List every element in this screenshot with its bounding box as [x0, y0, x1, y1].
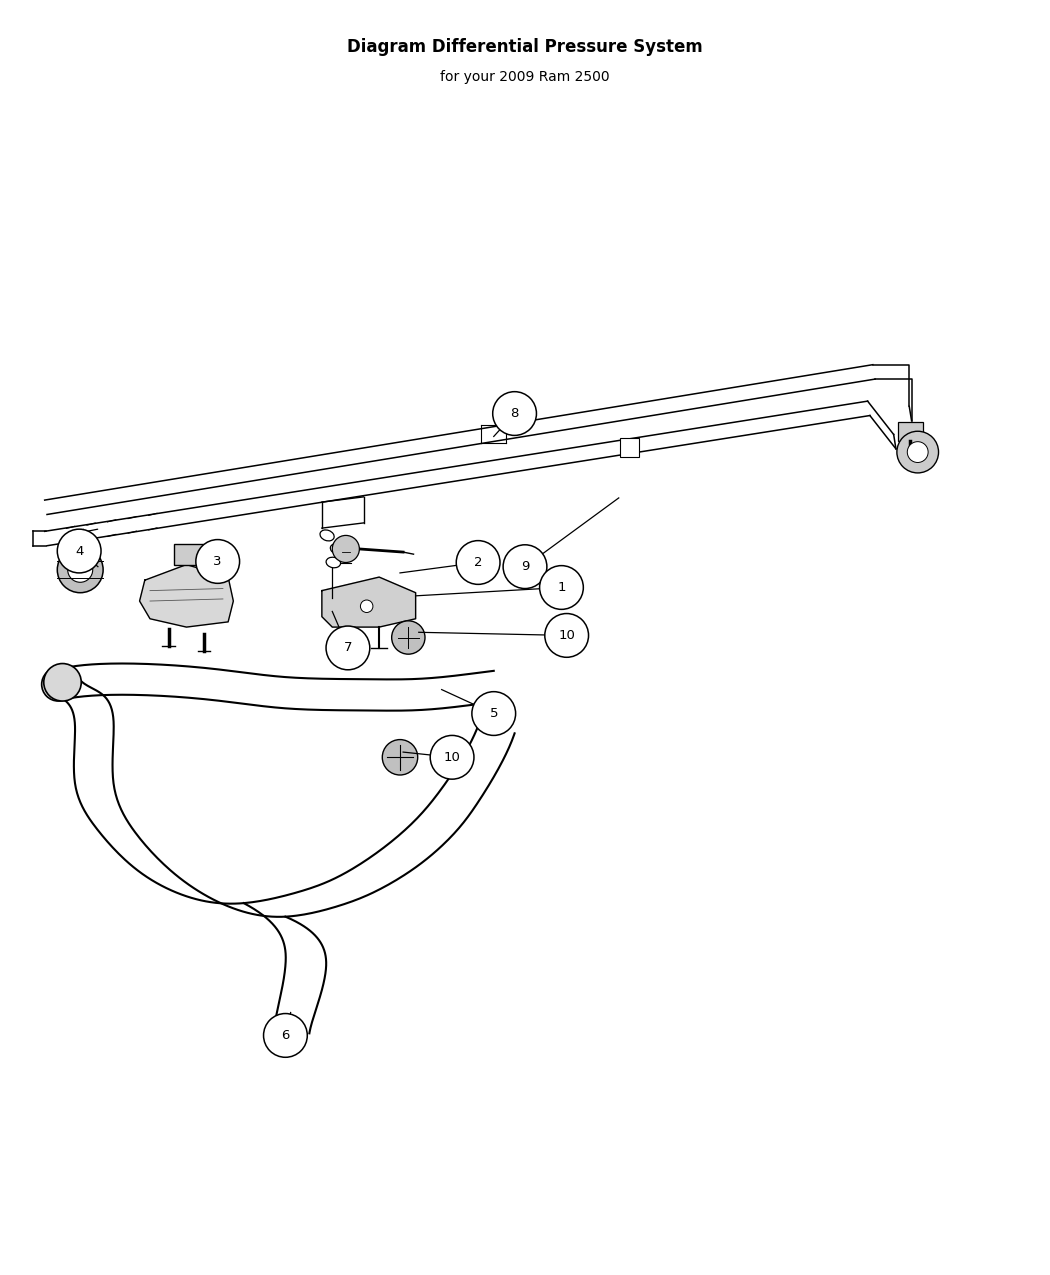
- Text: Diagram Differential Pressure System: Diagram Differential Pressure System: [348, 38, 702, 56]
- Circle shape: [58, 547, 103, 593]
- Text: 3: 3: [213, 555, 222, 567]
- Circle shape: [332, 536, 359, 562]
- Ellipse shape: [320, 530, 334, 541]
- Text: for your 2009 Ram 2500: for your 2009 Ram 2500: [440, 70, 610, 84]
- Circle shape: [360, 601, 373, 612]
- Circle shape: [540, 566, 584, 609]
- Circle shape: [392, 621, 425, 654]
- Circle shape: [492, 391, 537, 436]
- Circle shape: [327, 626, 370, 669]
- Text: 5: 5: [489, 708, 498, 720]
- Ellipse shape: [327, 557, 340, 567]
- Circle shape: [42, 668, 75, 701]
- Text: 8: 8: [510, 407, 519, 419]
- Circle shape: [897, 431, 939, 473]
- Text: 10: 10: [559, 629, 575, 641]
- Circle shape: [907, 441, 928, 463]
- Circle shape: [545, 613, 589, 658]
- Circle shape: [457, 541, 500, 584]
- Circle shape: [382, 740, 418, 775]
- Circle shape: [503, 544, 547, 589]
- Ellipse shape: [331, 543, 344, 555]
- FancyBboxPatch shape: [174, 543, 203, 565]
- Text: 9: 9: [521, 560, 529, 574]
- Text: 7: 7: [343, 641, 352, 654]
- Text: 4: 4: [75, 544, 83, 557]
- Circle shape: [471, 691, 516, 736]
- FancyBboxPatch shape: [620, 437, 638, 456]
- FancyBboxPatch shape: [898, 422, 923, 441]
- Circle shape: [264, 1014, 308, 1057]
- Text: 10: 10: [444, 751, 461, 764]
- Polygon shape: [140, 565, 233, 627]
- Text: 1: 1: [558, 581, 566, 594]
- Circle shape: [430, 736, 474, 779]
- Circle shape: [44, 663, 81, 701]
- Text: 6: 6: [281, 1029, 290, 1042]
- Circle shape: [58, 529, 101, 572]
- Circle shape: [67, 557, 92, 583]
- Polygon shape: [322, 578, 416, 627]
- Circle shape: [196, 539, 239, 584]
- Text: 2: 2: [474, 556, 482, 569]
